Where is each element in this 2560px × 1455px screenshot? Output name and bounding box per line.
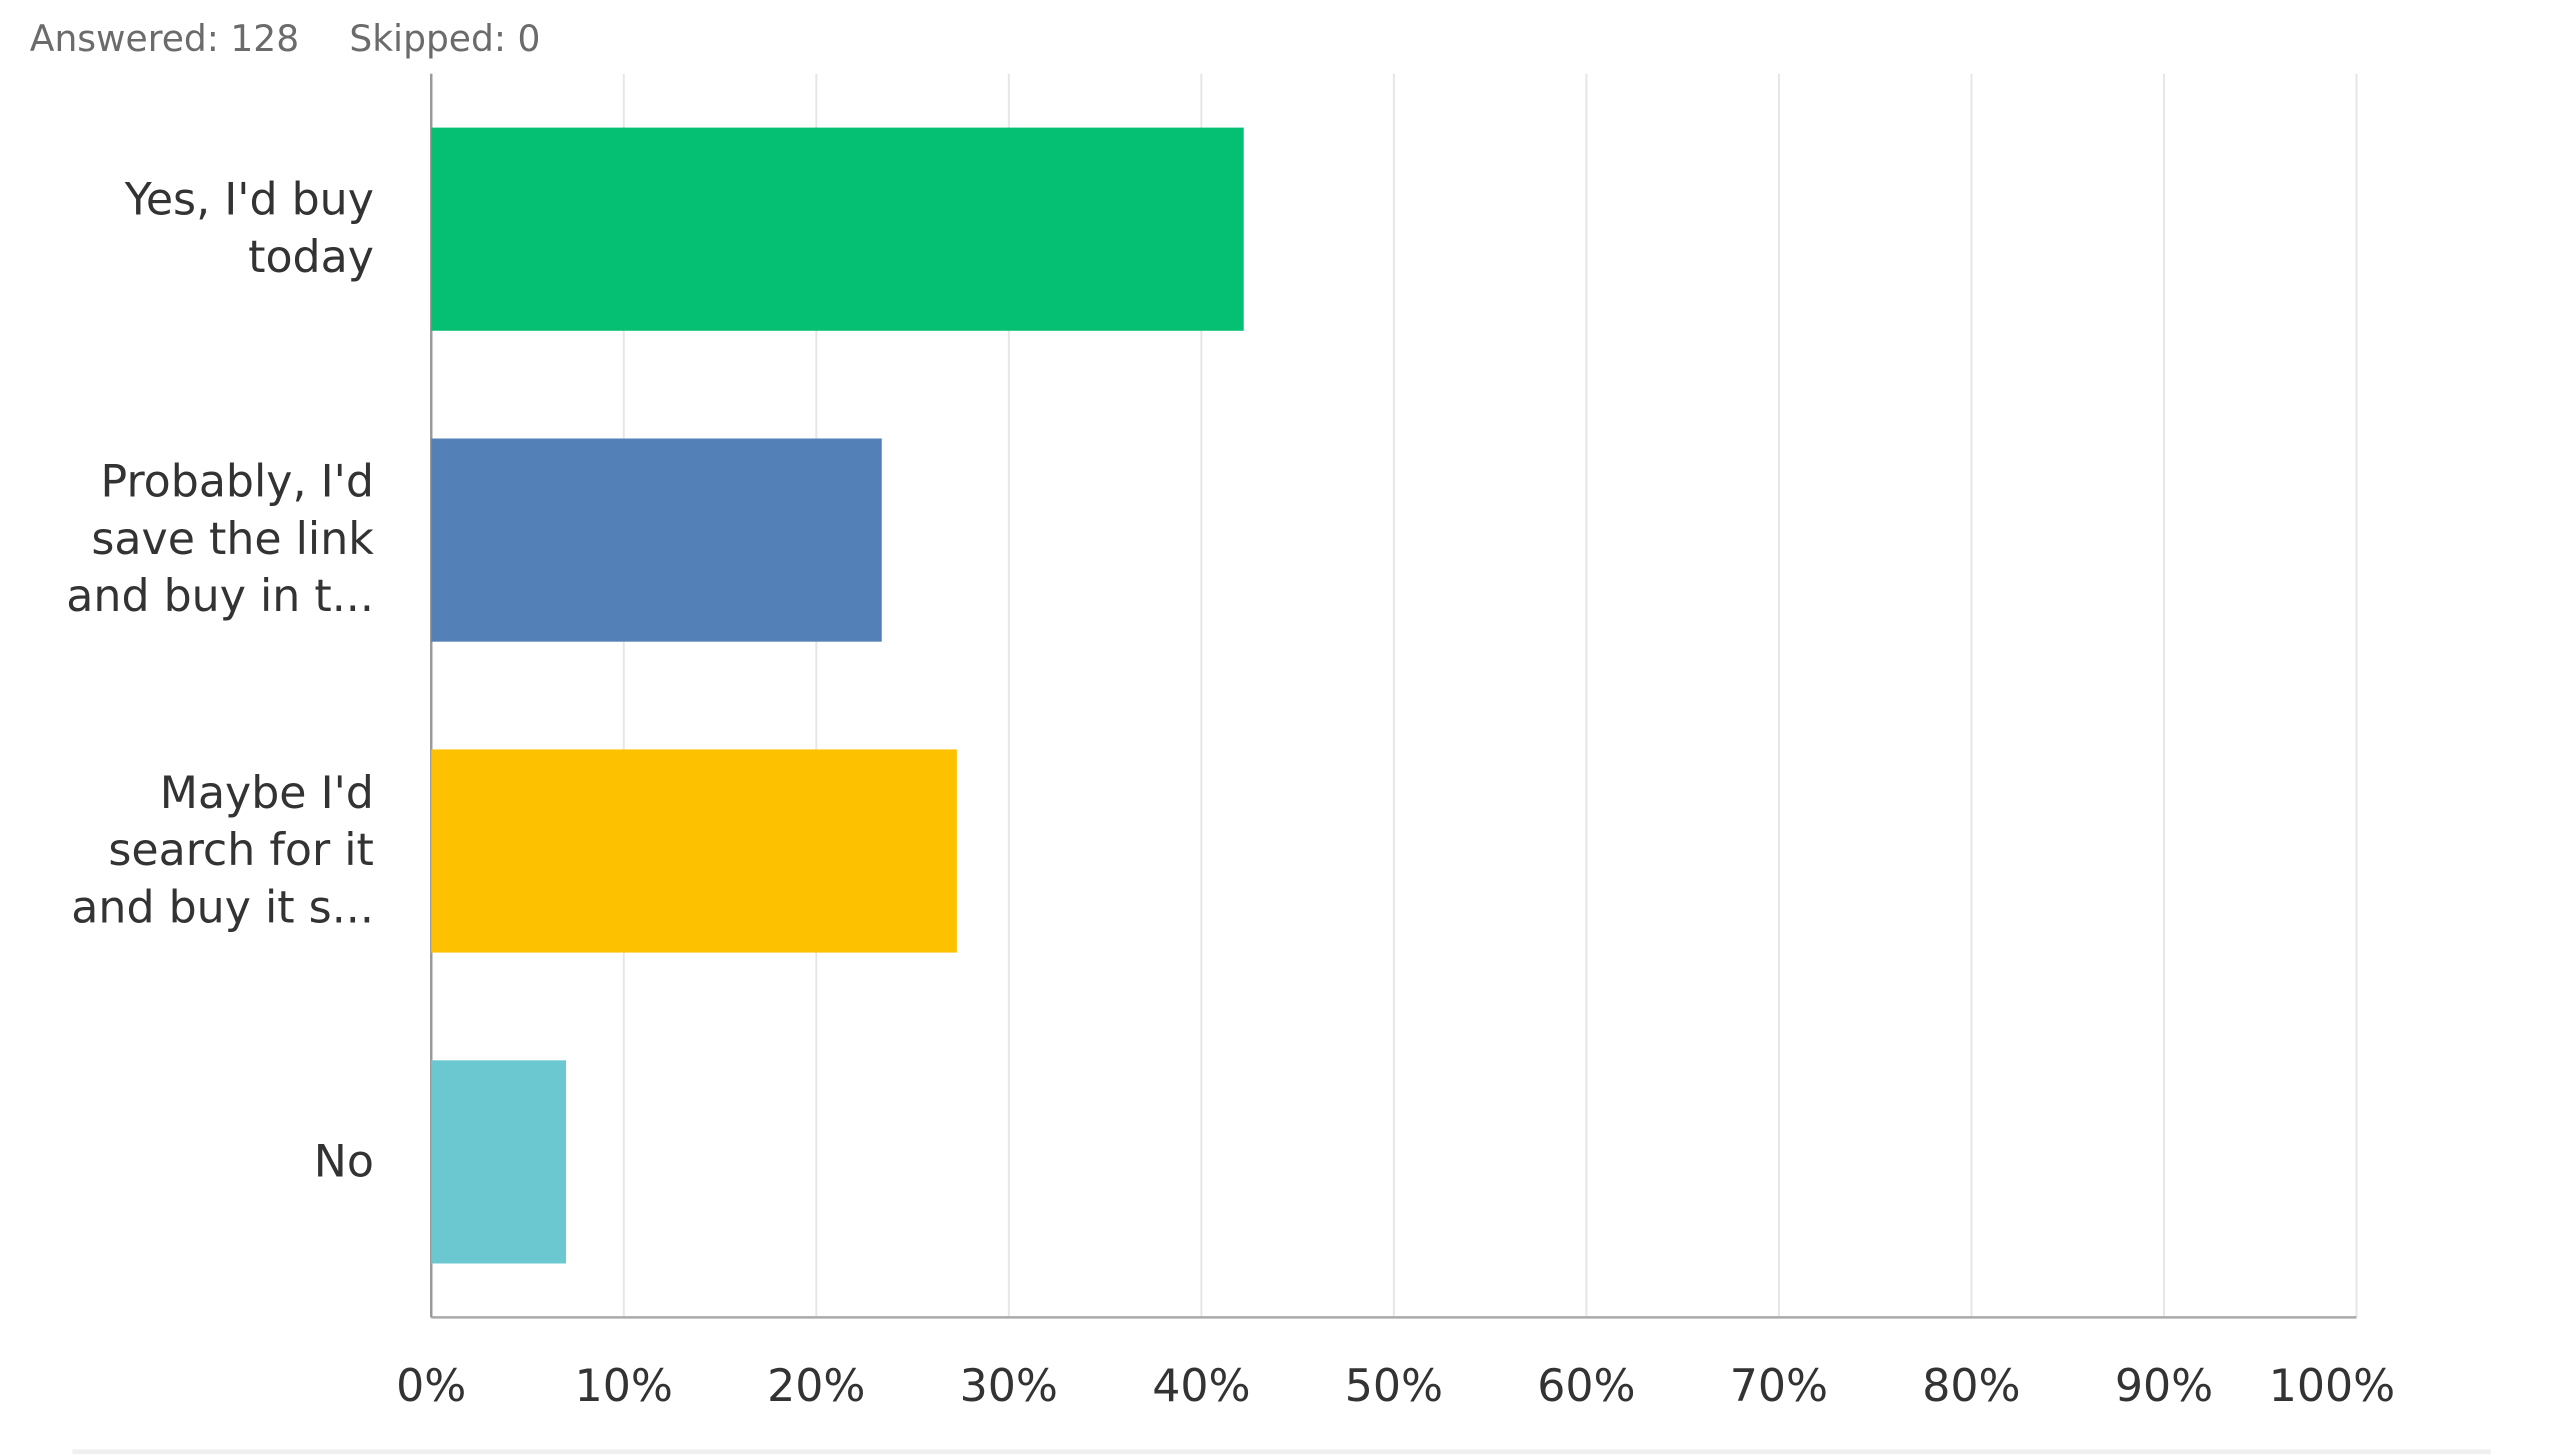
category-label-box: Maybe I'd search for it and buy it s... [71, 768, 374, 934]
x-tick-label: 60% [1537, 1361, 1635, 1412]
x-tick-label: 30% [960, 1361, 1058, 1412]
bar [431, 127, 1244, 331]
answered-count: Answered: 128 [30, 19, 299, 60]
x-tick-label: 10% [575, 1361, 673, 1412]
category-label-box: No [313, 1136, 374, 1188]
category-label-box: Yes, I'd buy today [124, 175, 374, 284]
y-tick-label: Probably, I'd save the link and buy in t… [66, 457, 374, 624]
x-tick-label: 80% [1922, 1361, 2020, 1412]
category-label-box: Probably, I'd save the link and buy in t… [66, 457, 374, 624]
x-tick-label: 90% [2115, 1361, 2213, 1412]
x-tick-label: 40% [1152, 1361, 1250, 1412]
y-tick-label: Yes, I'd buy today [124, 175, 374, 284]
bar [431, 749, 957, 953]
y-tick-label: Maybe I'd search for it and buy it s... [71, 768, 374, 934]
x-tick-label: 100% [2269, 1361, 2395, 1412]
x-tick-label: 50% [1345, 1361, 1443, 1412]
x-tick-label: 70% [1730, 1361, 1828, 1412]
x-tick-label: 20% [767, 1361, 865, 1412]
bar [431, 1060, 567, 1264]
skipped-count: Skipped: 0 [349, 19, 540, 60]
bar [431, 438, 882, 642]
y-tick-label: No [313, 1136, 374, 1188]
x-tick-label: 0% [396, 1361, 466, 1412]
